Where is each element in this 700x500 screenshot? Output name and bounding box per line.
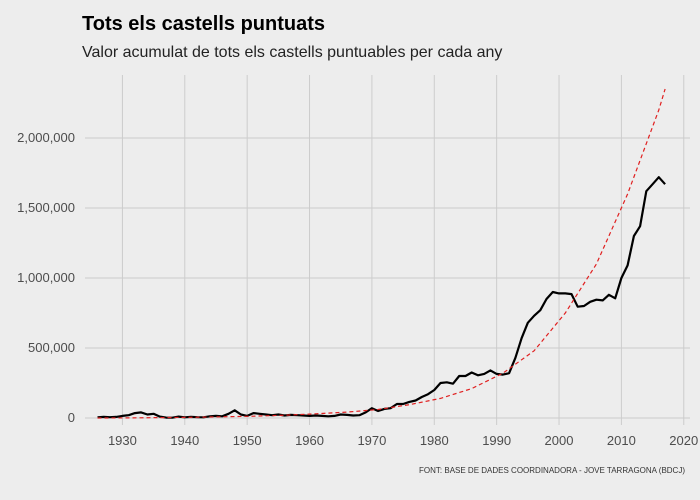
y-axis: 0 500,000 1,000,000 1,500,000 2,000,000 bbox=[17, 130, 75, 425]
x-tick-label: 1940 bbox=[170, 433, 199, 448]
x-tick-label: 1980 bbox=[420, 433, 449, 448]
x-tick-label: 1950 bbox=[233, 433, 262, 448]
trend-line bbox=[97, 88, 666, 419]
chart-caption: FONT: BASE DE DADES COORDINADORA - JOVE … bbox=[419, 466, 685, 475]
plot-area bbox=[97, 88, 666, 419]
grid bbox=[85, 75, 690, 425]
y-tick-label: 2,000,000 bbox=[17, 130, 75, 145]
y-tick-label: 1,000,000 bbox=[17, 270, 75, 285]
x-tick-label: 1930 bbox=[108, 433, 137, 448]
x-tick-label: 1960 bbox=[295, 433, 324, 448]
y-tick-label: 0 bbox=[68, 410, 75, 425]
data-line bbox=[97, 176, 666, 419]
chart-title: Tots els castells puntuats bbox=[82, 13, 325, 35]
y-tick-label: 1,500,000 bbox=[17, 200, 75, 215]
y-tick-label: 500,000 bbox=[28, 340, 75, 355]
x-tick-label: 2000 bbox=[545, 433, 574, 448]
chart-subtitle: Valor acumulat de tots els castells punt… bbox=[82, 44, 502, 61]
x-tick-label: 1990 bbox=[482, 433, 511, 448]
x-tick-label: 2020 bbox=[669, 433, 698, 448]
x-tick-label: 1970 bbox=[357, 433, 386, 448]
x-tick-label: 2010 bbox=[607, 433, 636, 448]
x-axis: 1930 1940 1950 1960 1970 1980 1990 2000 2010 2020 bbox=[108, 433, 698, 448]
